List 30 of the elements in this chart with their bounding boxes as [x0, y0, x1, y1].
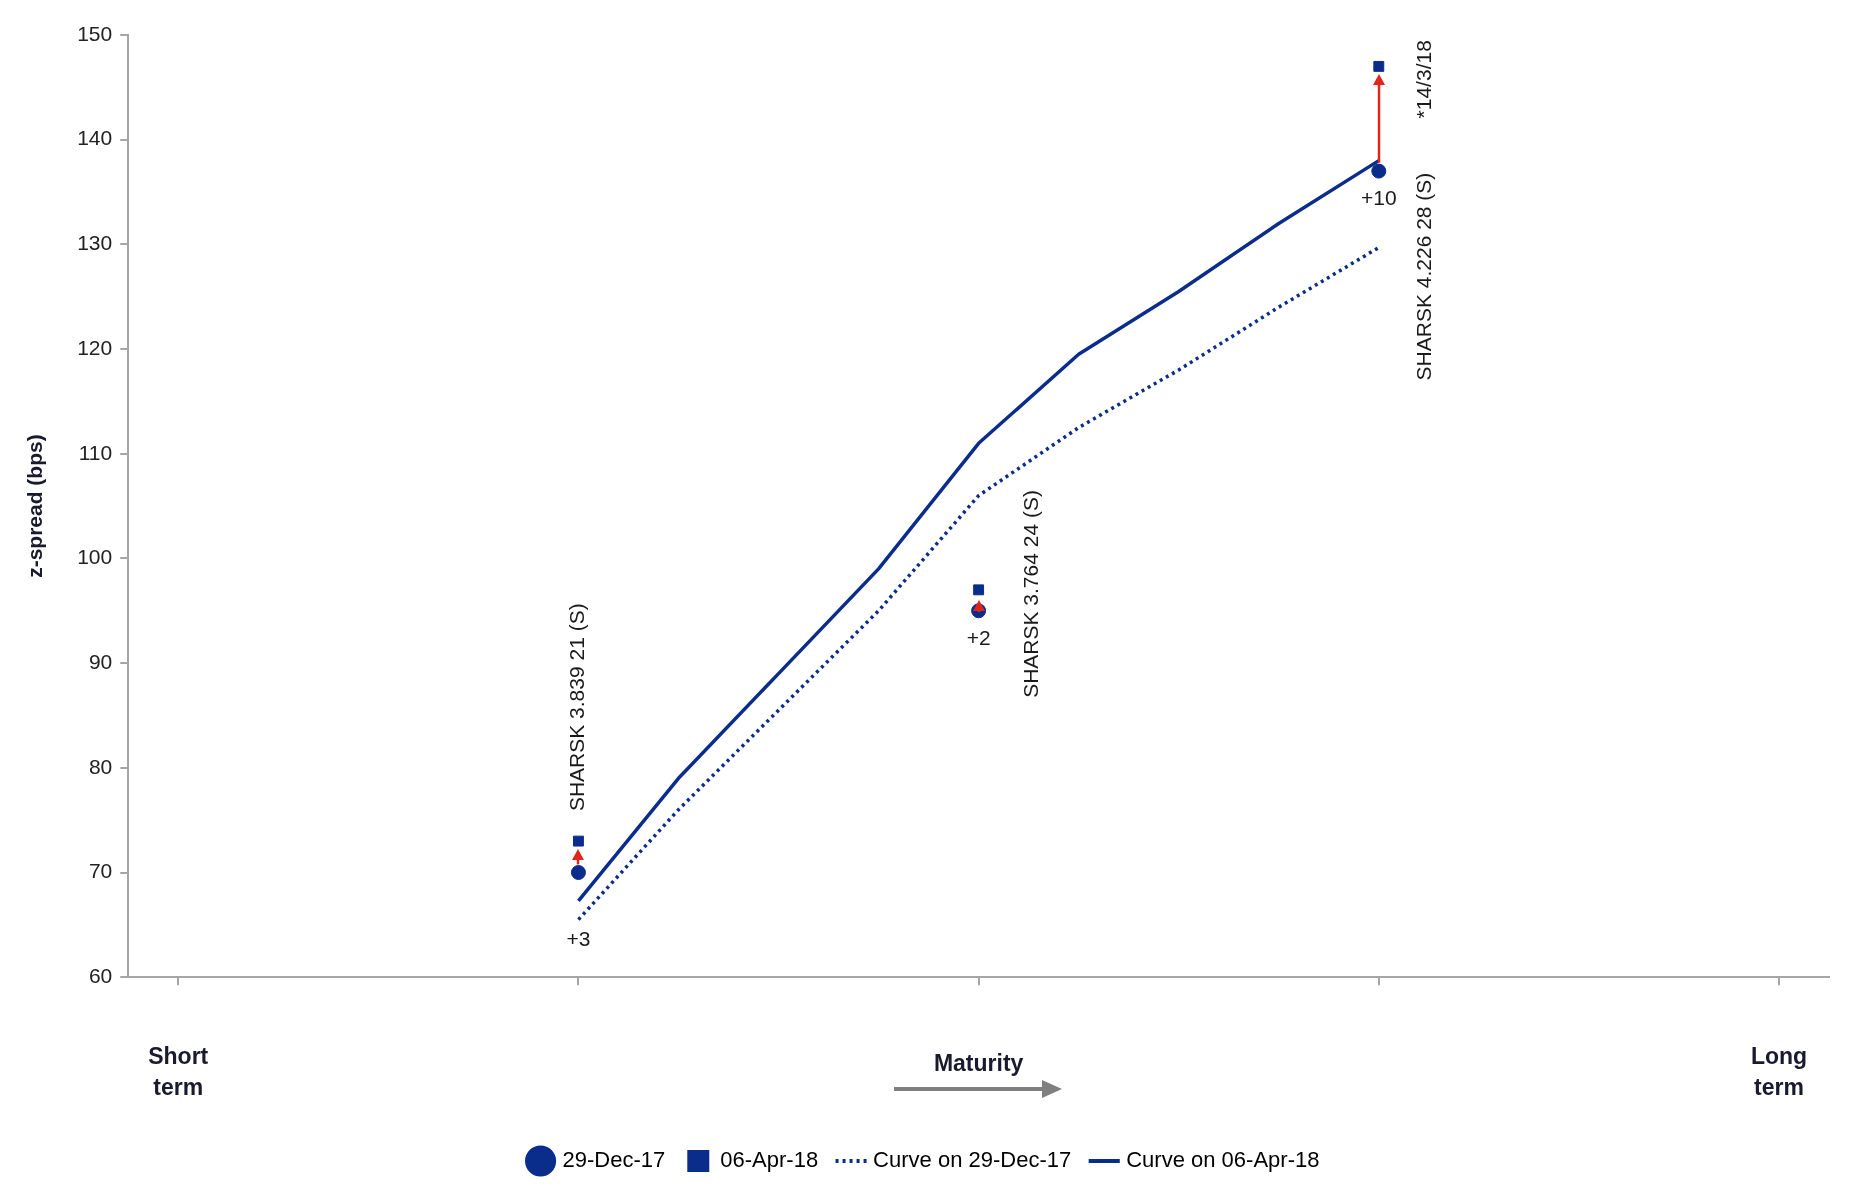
annotation: SHARSK 4.226 28 (S) [1411, 172, 1435, 381]
y-tick-label: 130 [77, 231, 113, 255]
annotation: +3 [566, 927, 591, 951]
y-tick-label: 90 [88, 649, 113, 673]
annotation: *14/3/18 [1411, 40, 1435, 119]
point [973, 584, 985, 596]
legend-label: Curve on 29-Dec-17 [873, 1147, 1072, 1173]
text: Short term [148, 1042, 209, 1100]
x-axis-title: Maturity [933, 1049, 1024, 1076]
y-tick-label: 150 [77, 21, 113, 45]
y-tick-label: 60 [88, 964, 113, 987]
annotation: SHARSK 3.764 24 (S) [1019, 490, 1043, 698]
legend-label: Curve on 06-Apr-18 [1126, 1147, 1320, 1173]
y-tick-label: 120 [77, 335, 113, 359]
text: Long term [1750, 1042, 1808, 1100]
legend-label: 29-Dec-17 [562, 1147, 666, 1173]
y-tick-label: 100 [77, 545, 113, 569]
y-tick-label: 140 [77, 126, 113, 150]
y-axis-title: z-spread (bps) [23, 434, 47, 578]
point [1371, 163, 1387, 179]
point [1373, 60, 1385, 72]
y-tick-label: 80 [88, 754, 113, 778]
legend-label: 06-Apr-18 [720, 1147, 819, 1173]
y-tick-label: 70 [88, 859, 113, 883]
annotation: SHARSK 3.839 21 (S) [565, 603, 589, 812]
annotation: +10 [1360, 185, 1397, 209]
y-tick-label: 110 [78, 440, 113, 464]
point [572, 835, 584, 847]
point [570, 865, 586, 881]
annotation: +2 [966, 625, 991, 649]
